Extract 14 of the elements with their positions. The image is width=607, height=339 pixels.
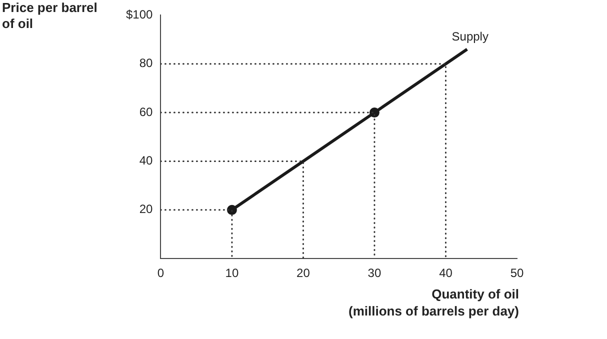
y-axis-title: Price per barrel of oil [2,0,98,32]
x-tick-label: 40 [439,266,453,280]
x-tick-label: 10 [225,266,239,280]
x-tick-label: 20 [296,266,310,280]
y-tick-label: 40 [139,154,154,168]
series-label: Supply [452,30,488,44]
y-tick-label: 80 [139,56,154,70]
y-tick-label: 20 [139,202,154,216]
x-tick-label: 0 [157,266,164,280]
x-tick-label: 30 [368,266,382,280]
y-tick-label: 60 [139,104,154,119]
x-tick-label: 50 [510,266,524,280]
y-tick-label: $100 [126,8,154,22]
x-axis-title: Quantity of oil (millions of barrels per day) [348,286,519,319]
